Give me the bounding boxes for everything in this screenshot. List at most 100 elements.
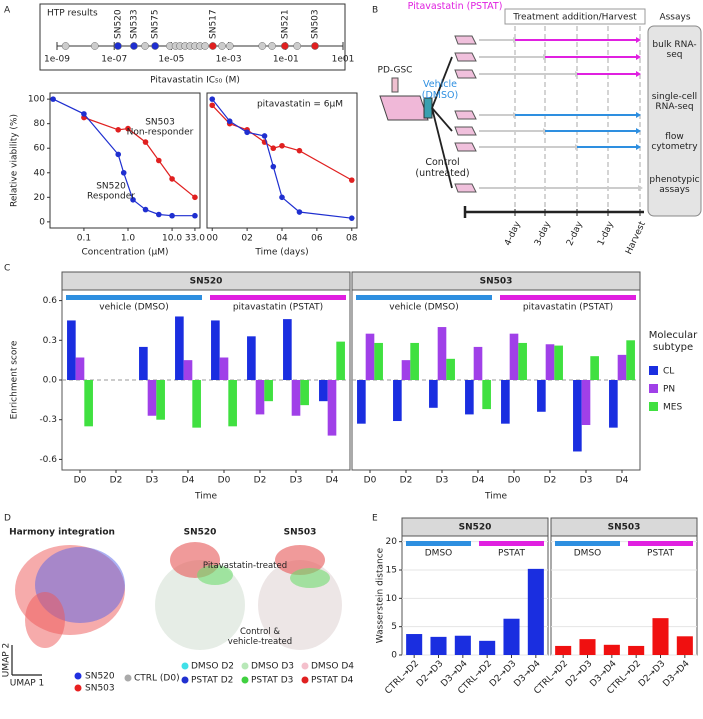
legend-dot xyxy=(181,662,189,670)
data-point xyxy=(209,96,216,102)
data-point xyxy=(296,209,303,215)
annotation: Responder xyxy=(87,192,135,202)
ic50-point xyxy=(293,42,302,50)
bar xyxy=(503,618,520,655)
bar xyxy=(482,380,491,410)
y-tick-label: 100 xyxy=(28,95,45,105)
bar xyxy=(139,346,148,380)
assay-box xyxy=(647,25,702,217)
data-point xyxy=(209,102,216,109)
branch-arrow xyxy=(431,56,453,109)
bar xyxy=(300,380,309,406)
y-axis-label: Enrichment score xyxy=(10,340,20,419)
bar xyxy=(410,342,419,380)
umap-title: SN503 xyxy=(284,528,317,538)
facet-title: SN520 xyxy=(190,277,223,287)
bar xyxy=(365,333,375,380)
bar xyxy=(393,380,402,422)
annotation: SN503 xyxy=(145,118,175,128)
bar xyxy=(537,380,546,412)
bar xyxy=(147,380,157,416)
data-point xyxy=(169,176,175,182)
x-tick-label: 1e-09 xyxy=(44,55,70,65)
data-point xyxy=(296,147,303,154)
axis-label: UMAP 2 xyxy=(2,643,12,678)
x-tick-label: D4 xyxy=(472,476,485,486)
x-tick-label: D3 xyxy=(580,476,593,486)
timepoint-label: 3-day xyxy=(533,219,553,247)
bar xyxy=(430,636,447,655)
flask-icon xyxy=(454,110,477,120)
umap-cloud xyxy=(275,545,325,575)
y-tick-label: 40 xyxy=(34,168,46,178)
x-tick-label: D3 xyxy=(146,476,159,486)
data-point xyxy=(156,211,162,218)
branch-arrow xyxy=(431,107,453,189)
x-tick-label: D0 xyxy=(364,476,377,486)
arrow-head xyxy=(638,185,643,191)
bar xyxy=(573,380,582,452)
legend-dot xyxy=(301,662,309,670)
x-tick-label: 1.0 xyxy=(121,234,136,244)
group-bar xyxy=(210,295,346,300)
legend-dot xyxy=(181,676,189,684)
bar xyxy=(555,645,572,655)
y-tick-label: 0 xyxy=(39,217,45,227)
bar xyxy=(336,341,345,380)
data-point xyxy=(81,111,87,117)
x-tick-label: 10.0 xyxy=(162,234,182,244)
data-point xyxy=(261,133,268,139)
bar xyxy=(518,342,527,380)
bar xyxy=(291,380,301,416)
panel-label: C xyxy=(4,264,10,274)
group-bar xyxy=(628,541,693,546)
data-point xyxy=(120,169,127,176)
legend-label: CL xyxy=(663,367,674,377)
legend-swatch xyxy=(649,402,658,411)
x-tick-label: 00 xyxy=(207,234,219,244)
x-tick-label: 1e-01 xyxy=(273,55,299,65)
x-tick-label: 1e01 xyxy=(332,55,355,65)
point-label: SN533 xyxy=(129,9,139,39)
x-tick-label: D3→D4 xyxy=(661,659,691,689)
bar xyxy=(357,380,366,424)
dish-icon xyxy=(379,95,429,121)
data-point xyxy=(125,125,131,132)
bar xyxy=(67,320,76,380)
bar xyxy=(554,345,563,380)
annotation: pitavastatin = 6μM xyxy=(257,100,343,110)
point-label: SN503 xyxy=(311,9,321,39)
ic50-point xyxy=(281,42,289,50)
bar xyxy=(465,380,474,415)
facet-title: SN520 xyxy=(459,523,492,533)
ic50-point xyxy=(130,42,138,50)
x-tick-label: D3 xyxy=(436,476,449,486)
bar xyxy=(327,380,337,436)
branch-arrow xyxy=(431,107,453,132)
bar xyxy=(228,380,237,427)
bar xyxy=(192,380,201,428)
umap-annotation: Control & vehicle-treated xyxy=(227,627,293,647)
legend-swatch xyxy=(649,384,658,393)
y-tick-label: 0 xyxy=(391,651,397,661)
y-tick-label: 10 xyxy=(386,594,398,604)
group-label: vehicle (DMSO) xyxy=(99,303,168,313)
ic50-point xyxy=(201,42,209,50)
x-tick-label: D0 xyxy=(218,476,231,486)
legend-label: PSTAT D3 xyxy=(251,676,293,686)
y-tick-label: 0.0 xyxy=(43,376,58,386)
umap-clouds xyxy=(15,542,342,650)
x-tick-label: D2 xyxy=(544,476,557,486)
panel-label: A xyxy=(4,6,11,16)
umap-cloud xyxy=(170,542,220,578)
ic50-point xyxy=(114,42,122,50)
y-tick-label: 20 xyxy=(34,193,46,203)
y-tick-label: 80 xyxy=(34,119,46,129)
y-axis-label: Wasserstein distance xyxy=(376,547,386,643)
bar xyxy=(219,357,229,380)
data-point xyxy=(115,151,122,158)
header-label: Treatment addition/Harvest xyxy=(512,13,637,23)
group-label: Control (untreated) xyxy=(415,157,470,179)
flask-icon xyxy=(454,52,477,62)
